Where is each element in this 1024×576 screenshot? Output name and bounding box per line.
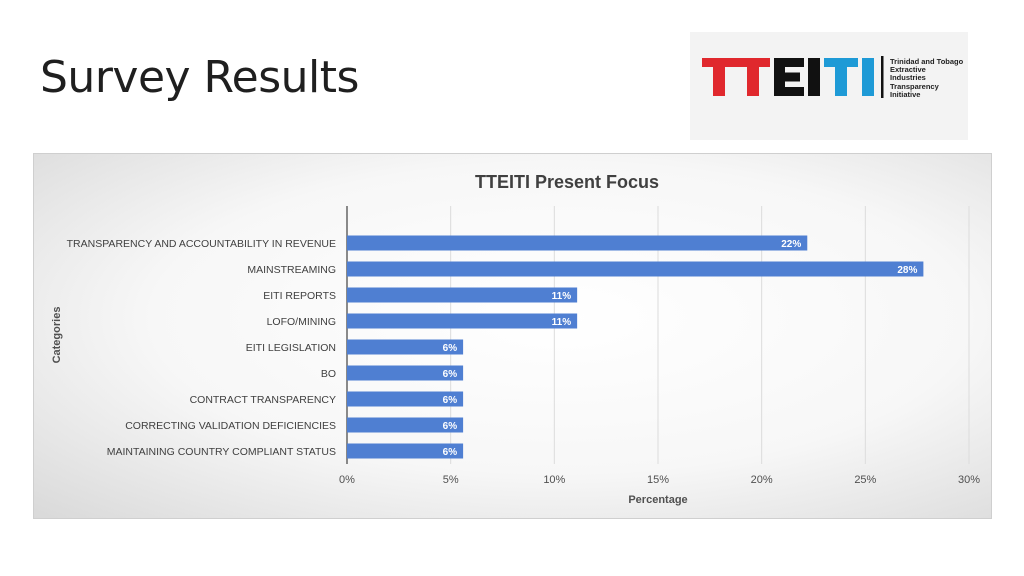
logo-caption: Trinidad and Tobago Extractive Industrie… — [890, 57, 966, 99]
bar — [347, 417, 464, 433]
logo-caption-line: Transparency — [890, 81, 939, 91]
bar — [347, 313, 578, 329]
data-label: 6% — [443, 421, 458, 432]
x-tick-label: 15% — [647, 474, 669, 486]
data-label: 6% — [443, 369, 458, 380]
tteiti-logo: Trinidad and Tobago Extractive Industrie… — [690, 32, 968, 140]
logo-caption-line: Trinidad and Tobago — [890, 57, 964, 66]
bar — [347, 391, 464, 407]
bar — [347, 339, 464, 355]
x-tick-label: 0% — [339, 474, 355, 486]
bar — [347, 287, 578, 303]
x-tick-label: 20% — [751, 474, 773, 486]
logo-caption-line: Initiative — [890, 89, 921, 99]
category-label: MAINSTREAMING — [247, 264, 336, 276]
data-label: 6% — [443, 395, 458, 406]
x-tick-label: 30% — [958, 474, 980, 486]
category-label: EITI REPORTS — [263, 290, 336, 302]
category-label: MAINTAINING COUNTRY COMPLIANT STATUS — [107, 446, 336, 458]
bar — [347, 261, 924, 277]
slide-title: Survey Results — [40, 52, 359, 103]
bar-chart: TTEITI Present Focus Categories Percenta… — [51, 172, 980, 506]
data-label: 11% — [552, 317, 572, 328]
category-label: CONTRACT TRANSPARENCY — [190, 394, 336, 406]
tteiti-wordmark-icon — [702, 56, 884, 98]
logo-caption-line: Extractive — [890, 65, 926, 75]
chart-panel: TTEITI Present Focus Categories Percenta… — [33, 153, 992, 519]
x-axis-label: Percentage — [628, 494, 687, 506]
category-label: CORRECTING VALIDATION DEFICIENCIES — [125, 420, 336, 432]
data-label: 28% — [897, 265, 917, 276]
category-label: EITI LEGISLATION — [246, 342, 336, 354]
logo-caption-line: Industries — [890, 73, 926, 83]
category-label: LOFO/MINING — [267, 316, 336, 328]
category-label: BO — [321, 368, 336, 380]
x-tick-label: 10% — [543, 474, 565, 486]
chart-title: TTEITI Present Focus — [475, 172, 659, 192]
category-label: TRANSPARENCY AND ACCOUNTABILITY IN REVEN… — [67, 238, 336, 250]
bar — [347, 235, 808, 251]
data-label: 6% — [443, 447, 458, 458]
y-axis-label: Categories — [51, 307, 63, 364]
data-label: 11% — [552, 291, 572, 302]
bar — [347, 365, 464, 381]
x-tick-label: 25% — [854, 474, 876, 486]
bar — [347, 443, 464, 459]
x-tick-label: 5% — [443, 474, 459, 486]
data-label: 6% — [443, 343, 458, 354]
data-label: 22% — [781, 239, 801, 250]
